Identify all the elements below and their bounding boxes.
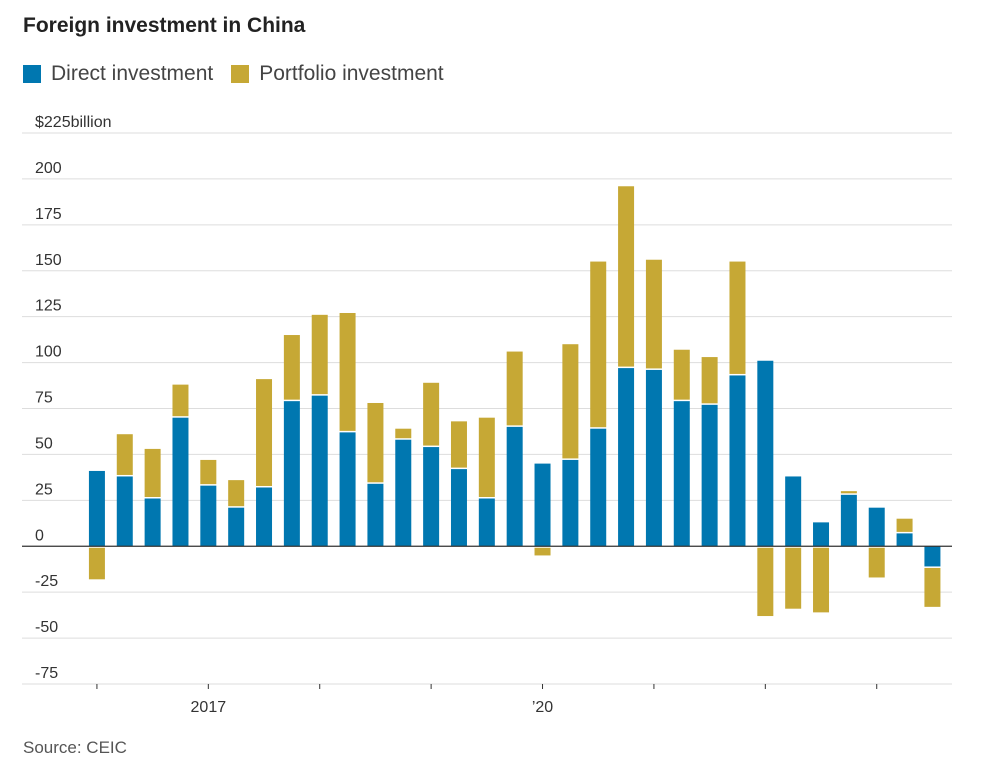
bar-portfolio bbox=[506, 351, 523, 426]
bar-direct bbox=[534, 463, 551, 547]
legend: Direct investment Portfolio investment bbox=[23, 62, 462, 86]
bar-direct bbox=[868, 507, 885, 547]
bar-direct bbox=[395, 439, 412, 547]
y-tick-label: 25 bbox=[35, 481, 53, 498]
bar-portfolio bbox=[840, 491, 857, 494]
bar-direct bbox=[311, 395, 328, 547]
bar-direct bbox=[116, 476, 133, 547]
bar-direct bbox=[813, 522, 830, 547]
bar-direct bbox=[478, 498, 495, 547]
bar-direct bbox=[618, 368, 635, 547]
bar-portfolio bbox=[423, 382, 440, 446]
bar-direct bbox=[172, 417, 189, 547]
y-tick-label: 200 bbox=[35, 160, 62, 177]
x-tick-label: ’20 bbox=[532, 699, 553, 716]
bar-direct bbox=[924, 546, 941, 567]
bar-portfolio bbox=[813, 547, 830, 613]
bar-portfolio bbox=[924, 567, 941, 607]
bar-portfolio bbox=[339, 312, 356, 431]
bar-direct bbox=[673, 401, 690, 547]
bar-direct bbox=[701, 404, 718, 547]
bar-portfolio bbox=[450, 421, 467, 468]
x-tick-label: 2017 bbox=[191, 699, 227, 716]
bar-portfolio bbox=[868, 547, 885, 578]
bar-direct bbox=[228, 507, 245, 547]
bar-portfolio bbox=[367, 402, 384, 483]
bar-portfolio bbox=[673, 349, 690, 400]
y-tick-label: -50 bbox=[35, 619, 58, 636]
bar-portfolio bbox=[534, 547, 551, 556]
bar-direct bbox=[339, 432, 356, 547]
bar-direct bbox=[423, 447, 440, 547]
bar-portfolio bbox=[701, 357, 718, 404]
bar-portfolio bbox=[645, 259, 662, 369]
bar-portfolio bbox=[88, 547, 105, 580]
bar-portfolio bbox=[395, 428, 412, 439]
bar-portfolio bbox=[116, 434, 133, 475]
source-note: Source: CEIC bbox=[23, 738, 127, 757]
legend-swatch-direct bbox=[23, 65, 41, 83]
chart-title: Foreign investment in China bbox=[23, 14, 306, 37]
legend-item-portfolio: Portfolio investment bbox=[231, 62, 444, 86]
bar-direct bbox=[729, 375, 746, 547]
legend-swatch-portfolio bbox=[231, 65, 250, 83]
legend-item-direct: Direct investment bbox=[23, 62, 213, 86]
y-tick-label: 50 bbox=[35, 435, 53, 452]
bar-direct bbox=[562, 459, 579, 547]
bar-direct bbox=[200, 485, 217, 547]
bar-direct bbox=[896, 533, 913, 547]
bar-direct bbox=[590, 428, 607, 547]
bar-portfolio bbox=[283, 335, 300, 400]
bar-portfolio bbox=[172, 384, 189, 417]
legend-label-portfolio: Portfolio investment bbox=[259, 62, 444, 85]
bar-direct bbox=[757, 360, 774, 547]
bar-direct bbox=[840, 494, 857, 547]
bar-direct bbox=[785, 476, 802, 547]
bar-direct bbox=[144, 498, 161, 547]
bar-portfolio bbox=[200, 459, 217, 485]
bar-portfolio bbox=[729, 261, 746, 374]
y-tick-label: 175 bbox=[35, 206, 62, 223]
bar-portfolio bbox=[478, 417, 495, 497]
bar-direct bbox=[88, 470, 105, 547]
y-tick-label: -25 bbox=[35, 573, 58, 590]
bar-portfolio bbox=[785, 547, 802, 609]
y-tick-label: 125 bbox=[35, 298, 62, 315]
bar-direct bbox=[450, 469, 467, 547]
y-tick-label: -75 bbox=[35, 665, 58, 682]
y-tick-label: $225billion bbox=[35, 114, 112, 131]
bar-portfolio bbox=[311, 314, 328, 395]
bar-portfolio bbox=[590, 261, 607, 428]
bar-portfolio bbox=[618, 186, 635, 367]
y-tick-label: 0 bbox=[35, 527, 44, 544]
bar-portfolio bbox=[896, 518, 913, 532]
bar-direct bbox=[283, 401, 300, 547]
bar-direct bbox=[645, 369, 662, 547]
legend-label-direct: Direct investment bbox=[51, 62, 214, 85]
bar-direct bbox=[256, 487, 273, 547]
bar-portfolio bbox=[562, 344, 579, 459]
bar-portfolio bbox=[144, 448, 161, 497]
bar-portfolio bbox=[228, 480, 245, 507]
y-tick-label: 75 bbox=[35, 390, 53, 407]
bar-direct bbox=[506, 426, 523, 547]
y-tick-label: 100 bbox=[35, 344, 62, 361]
bar-portfolio bbox=[256, 379, 273, 486]
bar-portfolio bbox=[757, 547, 774, 617]
bar-direct bbox=[367, 483, 384, 547]
y-tick-label: 150 bbox=[35, 252, 62, 269]
